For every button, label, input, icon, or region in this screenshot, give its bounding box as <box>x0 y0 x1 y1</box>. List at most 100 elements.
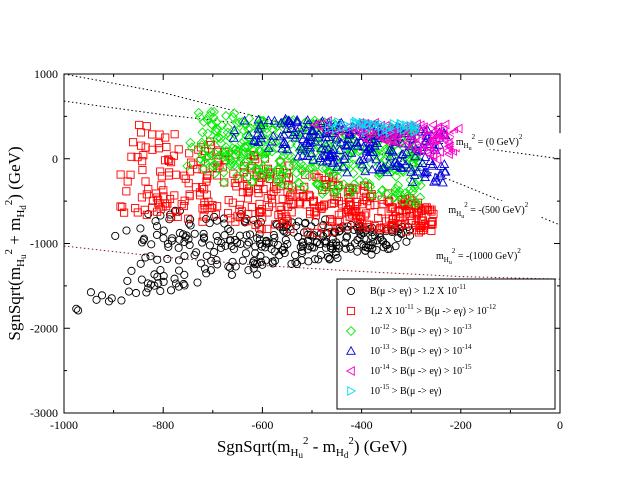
data-point <box>223 209 233 218</box>
data-point <box>318 151 329 160</box>
data-point <box>305 142 316 152</box>
data-point <box>269 187 278 196</box>
data-point <box>306 147 317 157</box>
data-point <box>330 127 340 138</box>
data-point <box>407 177 418 186</box>
data-point <box>364 142 375 152</box>
data-point <box>323 115 332 126</box>
data-point <box>387 135 397 146</box>
data-point <box>281 235 290 244</box>
data-point <box>407 186 418 197</box>
data-point <box>195 188 204 197</box>
data-point <box>144 284 153 293</box>
data-point <box>292 114 303 124</box>
data-point <box>227 270 236 279</box>
x-tick-label: -600 <box>251 418 273 432</box>
data-point <box>295 141 306 151</box>
data-point <box>184 179 193 188</box>
data-point <box>299 238 308 247</box>
data-point <box>428 134 437 145</box>
data-point <box>311 217 320 227</box>
data-point <box>153 255 162 264</box>
data-point <box>296 242 305 251</box>
data-point <box>140 205 149 214</box>
data-point <box>277 205 286 214</box>
y-tick-label: -2000 <box>30 321 58 335</box>
data-point <box>315 180 326 191</box>
data-point <box>346 122 356 133</box>
data-point <box>216 243 225 252</box>
data-point <box>334 145 345 154</box>
data-point <box>263 142 274 152</box>
data-point <box>325 122 334 133</box>
data-point <box>127 266 136 275</box>
data-point <box>335 241 344 250</box>
data-point <box>346 201 355 210</box>
curve-label-1: mHu2 = -(500 GeV)2 <box>448 201 528 220</box>
data-point <box>410 152 421 163</box>
data-point <box>342 208 351 217</box>
data-point <box>215 133 226 144</box>
data-point <box>392 158 403 168</box>
data-point <box>207 256 216 265</box>
data-point <box>351 116 361 127</box>
data-point <box>274 211 283 220</box>
data-point <box>419 168 430 178</box>
data-point <box>312 119 322 130</box>
data-point <box>255 230 264 239</box>
data-point <box>255 199 264 208</box>
data-point <box>116 202 125 211</box>
data-point <box>291 159 302 170</box>
data-point <box>312 178 323 189</box>
data-point <box>181 174 190 183</box>
data-point <box>213 202 222 211</box>
data-point <box>359 223 368 232</box>
data-point <box>320 237 329 246</box>
data-point <box>420 166 431 176</box>
data-point <box>218 177 229 188</box>
data-point <box>301 125 312 135</box>
data-point <box>415 180 426 191</box>
data-point <box>152 230 161 239</box>
data-point <box>346 244 355 253</box>
data-point <box>361 192 371 201</box>
data-point <box>182 231 191 240</box>
data-point <box>167 286 176 295</box>
data-point <box>402 227 411 236</box>
data-point <box>313 228 322 237</box>
data-point <box>337 161 348 171</box>
curve-label-bg <box>434 246 542 263</box>
data-point <box>266 136 277 146</box>
data-point <box>304 257 313 266</box>
data-point <box>401 191 413 202</box>
data-point <box>236 153 247 164</box>
data-point <box>444 149 453 160</box>
data-point <box>174 243 183 252</box>
data-point <box>364 152 375 162</box>
data-point <box>225 158 236 169</box>
data-point <box>205 241 214 250</box>
data-point <box>168 234 177 243</box>
data-point <box>244 160 255 171</box>
data-point <box>218 151 229 162</box>
data-point <box>165 215 174 224</box>
data-point <box>247 176 258 187</box>
data-point <box>249 135 259 145</box>
data-point <box>368 232 377 242</box>
data-point <box>244 266 253 275</box>
data-point <box>156 286 165 296</box>
data-point <box>317 163 328 174</box>
data-point <box>210 212 219 221</box>
data-point <box>141 253 150 262</box>
data-point <box>387 160 398 170</box>
data-point <box>251 220 260 229</box>
data-point <box>342 134 353 143</box>
data-point <box>325 255 334 264</box>
data-point <box>336 137 346 147</box>
data-point <box>111 231 120 240</box>
data-point <box>347 186 358 197</box>
data-point <box>308 154 318 164</box>
data-point <box>397 229 406 239</box>
data-point <box>117 296 126 305</box>
